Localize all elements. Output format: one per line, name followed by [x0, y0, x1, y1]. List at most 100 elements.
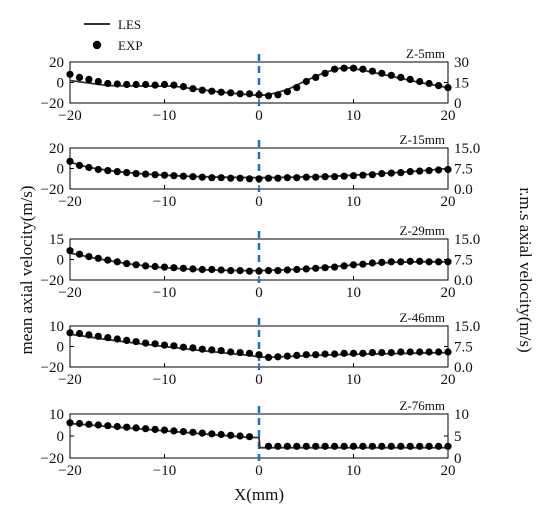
exp-data-point — [208, 265, 216, 274]
y-tick-label: 10 — [49, 407, 64, 423]
exp-data-point — [94, 165, 102, 174]
right-y-tick-label: 15.0 — [454, 232, 480, 248]
exp-data-point — [132, 170, 140, 178]
exp-data-point — [302, 351, 310, 359]
exp-data-point — [85, 75, 93, 83]
exp-data-point — [123, 260, 131, 268]
exp-data-point — [85, 331, 93, 339]
exp-data-point — [123, 423, 131, 431]
exp-data-point — [113, 422, 121, 431]
exp-data-point — [123, 169, 131, 177]
panel-label: Z-46mm — [400, 310, 446, 325]
x-tick-label: 20 — [441, 194, 456, 210]
exp-data-point — [378, 170, 386, 178]
exp-data-point — [340, 442, 348, 450]
legend-les-label: LES — [118, 17, 141, 32]
exp-data-point — [293, 442, 301, 450]
exp-data-point — [293, 174, 301, 182]
exp-data-point — [312, 73, 320, 81]
right-y-tick-label: 7.5 — [454, 162, 473, 178]
right-y-tick-label: 0 — [454, 96, 462, 112]
exp-data-point — [264, 442, 273, 450]
exp-data-point — [444, 442, 452, 450]
exp-data-point — [151, 262, 159, 271]
exp-data-point — [359, 65, 367, 73]
exp-data-point — [359, 349, 367, 357]
exp-data-point — [283, 352, 291, 360]
x-tick-label: −10 — [153, 285, 176, 301]
exp-data-point — [416, 167, 424, 175]
exp-data-point — [66, 329, 74, 337]
exp-data-point — [236, 432, 244, 440]
exp-data-point — [397, 73, 405, 81]
exp-data-point — [113, 258, 121, 266]
exp-data-point — [142, 425, 150, 433]
exp-data-point — [255, 351, 263, 359]
exp-data-point — [151, 340, 159, 348]
legend-exp-marker — [92, 40, 102, 50]
right-y-tick-label: 30 — [454, 55, 469, 71]
right-y-tick-label: 0 — [454, 451, 462, 467]
exp-data-point — [104, 79, 112, 88]
exp-data-point — [321, 350, 329, 358]
exp-data-point — [444, 165, 452, 174]
exp-data-point — [132, 261, 140, 269]
exp-data-point — [349, 64, 358, 72]
right-y-tick-label: 10 — [454, 407, 469, 423]
x-tick-label: 0 — [255, 108, 263, 124]
exp-data-point — [208, 87, 216, 95]
exp-data-point — [75, 250, 84, 258]
exp-data-point — [368, 259, 376, 267]
y-tick-label: −20 — [41, 182, 64, 198]
y-tick-label: −20 — [41, 360, 64, 376]
exp-data-point — [94, 421, 102, 429]
exp-data-point — [397, 442, 405, 450]
exp-data-point — [321, 69, 329, 77]
exp-data-point — [66, 70, 74, 78]
exp-data-point — [104, 334, 112, 342]
exp-data-point — [425, 348, 433, 356]
right-y-tick-label: 0.0 — [454, 360, 473, 376]
exp-data-point — [340, 172, 348, 180]
exp-data-point — [378, 69, 386, 77]
exp-data-point — [94, 77, 102, 86]
exp-data-point — [293, 265, 301, 274]
exp-data-point — [179, 428, 187, 436]
exp-data-point — [160, 80, 169, 89]
exp-data-point — [378, 258, 386, 266]
exp-data-point — [425, 258, 433, 266]
exp-data-point — [416, 257, 424, 265]
exp-data-point — [208, 174, 216, 182]
exp-data-point — [142, 80, 150, 89]
x-tick-label: 20 — [441, 463, 456, 479]
exp-data-point — [349, 349, 358, 357]
exp-data-point — [368, 442, 376, 450]
exp-data-point — [198, 345, 206, 353]
exp-data-point — [321, 442, 329, 450]
exp-data-point — [331, 263, 339, 271]
exp-data-point — [236, 349, 244, 357]
exp-data-point — [302, 173, 310, 181]
exp-data-point — [75, 329, 84, 338]
exp-data-point — [170, 427, 178, 435]
exp-data-point — [406, 348, 414, 356]
exp-data-point — [104, 256, 112, 264]
x-tick-label: 0 — [255, 285, 263, 301]
exp-data-point — [293, 84, 301, 92]
exp-data-point — [151, 425, 159, 433]
exp-data-point — [302, 442, 310, 450]
exp-data-point — [340, 349, 348, 357]
exp-data-point — [104, 167, 112, 175]
panel-5: −20 −10 0 10 20 10 0 −20 10 5 0 Z-76mm — [41, 398, 469, 479]
exp-data-point — [170, 172, 178, 180]
exp-data-point — [189, 344, 197, 352]
exp-data-point — [435, 82, 443, 90]
exp-data-point — [245, 433, 254, 441]
exp-data-point — [416, 77, 424, 86]
exp-data-point — [227, 267, 235, 275]
exp-data-point — [331, 65, 339, 73]
exp-data-point — [85, 163, 93, 172]
exp-data-point — [387, 349, 395, 357]
y-tick-label: 0 — [57, 162, 65, 178]
x-tick-label: 20 — [441, 285, 456, 301]
